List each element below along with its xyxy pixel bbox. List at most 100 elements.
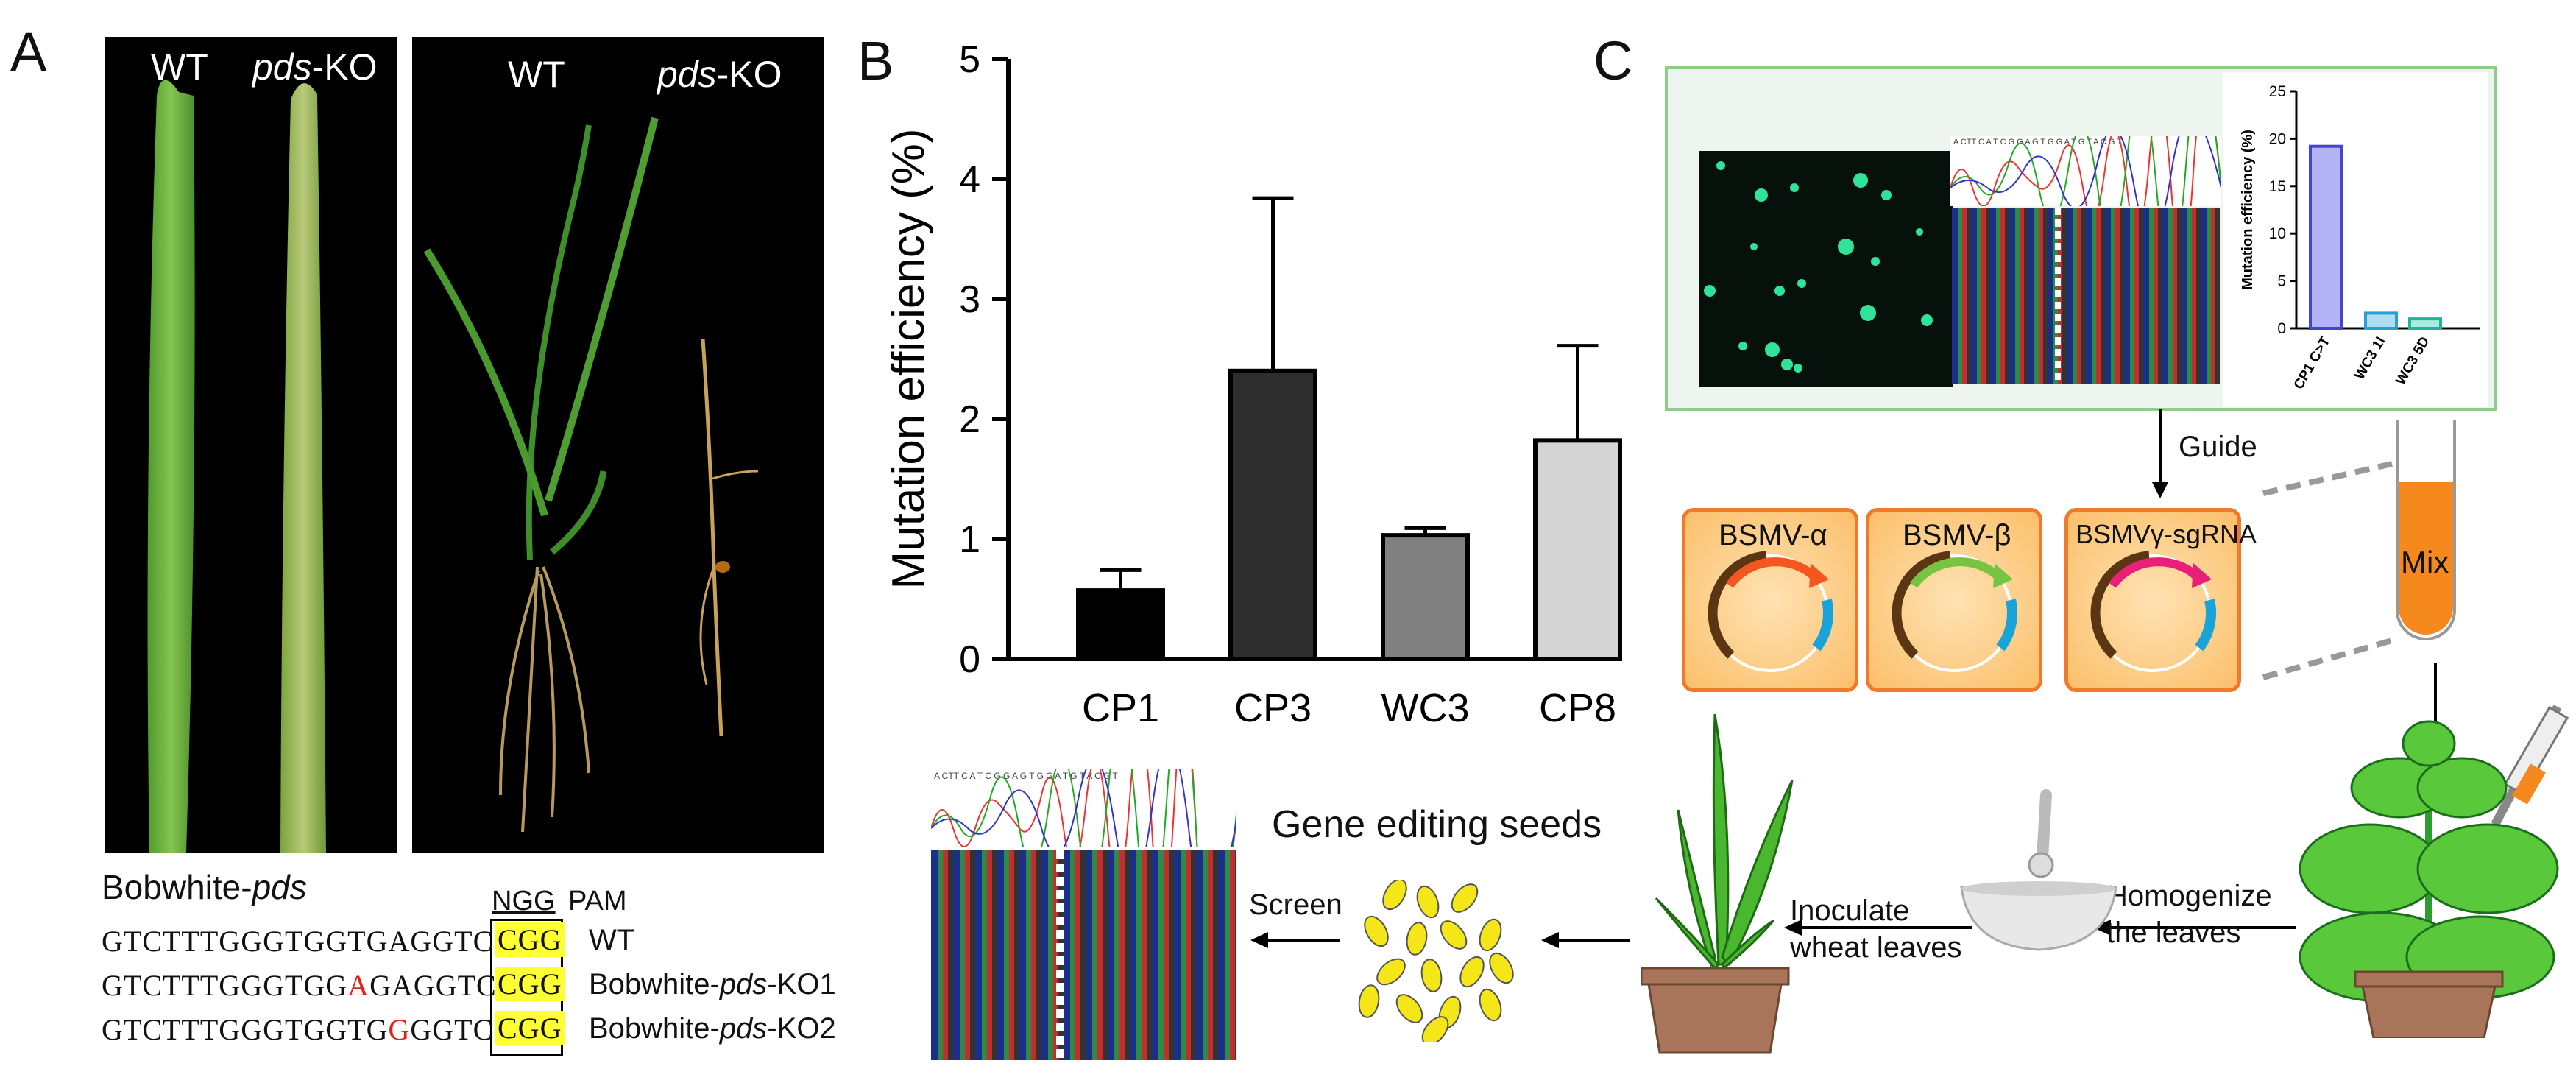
sequence-name-0: WT bbox=[589, 924, 635, 956]
seed bbox=[1364, 915, 1389, 947]
bar-wc3 bbox=[1381, 533, 1470, 661]
seq-title: Bobwhite-pds bbox=[102, 867, 307, 907]
pam-seq-2: CGG bbox=[495, 1011, 565, 1045]
photo2-ko-italic: pds bbox=[657, 54, 717, 95]
photo2-ko-label: pds-KO bbox=[657, 53, 782, 96]
seq-before: GTCTTTGGGTGGTGAGGTC bbox=[102, 925, 494, 958]
x-tick-label: CP8 bbox=[1539, 686, 1616, 730]
seed bbox=[1358, 984, 1380, 1018]
inset-y-tick-label: 15 bbox=[2269, 178, 2286, 195]
x-tick-label: WC3 bbox=[1381, 686, 1470, 730]
seed bbox=[1451, 883, 1479, 913]
seed bbox=[1459, 956, 1485, 988]
wt-leaf bbox=[147, 80, 195, 853]
panel-c-label: C bbox=[1593, 30, 1633, 91]
inset-y-tick-label: 0 bbox=[2277, 320, 2286, 337]
inset-y-axis-label: Mutation efficiency (%) bbox=[2240, 130, 2256, 290]
inoculate-arrow bbox=[1784, 920, 1972, 936]
pam-label: PAM bbox=[568, 886, 627, 917]
plant-pot bbox=[2354, 970, 2504, 1038]
plasmid-0-drawing bbox=[1708, 551, 1833, 672]
inset-y-tick-label: 10 bbox=[2269, 225, 2286, 242]
seed bbox=[1421, 1016, 1449, 1042]
seed bbox=[1479, 918, 1502, 952]
seed bbox=[1395, 994, 1423, 1023]
plasmid-2-drawing bbox=[2090, 551, 2216, 672]
y-tick-label: 0 bbox=[959, 638, 980, 681]
seed bbox=[1376, 958, 1406, 986]
seq-before: GTCTTTGGGTGG bbox=[102, 969, 348, 1002]
homogenize-label-2: the leaves bbox=[2106, 917, 2241, 949]
seeds-label: Gene editing seeds bbox=[1272, 803, 1602, 846]
mutation-efficiency-chart: 0 1 2 3 4 5 Mutation efficiency (%) CP1 CP3 WC3 CP… bbox=[883, 38, 1622, 730]
chromatogram-top-seq: A CTT C A T C G G A G T G G A T G T A C … bbox=[1953, 138, 2123, 147]
y-tick-label: 2 bbox=[959, 398, 980, 441]
leaf-photo-drawing bbox=[147, 80, 326, 853]
inset-y-tick-label: 25 bbox=[2269, 83, 2286, 100]
seq-after: GGTC bbox=[410, 1013, 494, 1046]
seeds-cluster bbox=[1358, 880, 1514, 1042]
photo2-ko-suffix: -KO bbox=[716, 54, 782, 95]
inset-y-tick-label: 5 bbox=[2277, 273, 2286, 290]
photo1-wt-label: WT bbox=[151, 46, 208, 88]
panel-a-label: A bbox=[10, 21, 47, 82]
mix-label: Mix bbox=[2401, 545, 2449, 579]
inset-bar bbox=[2309, 144, 2343, 331]
wheat-pot bbox=[1641, 967, 1790, 1054]
seedling-photo-drawing bbox=[423, 116, 759, 833]
sequence-name-1: Bobwhite-pds-KO1 bbox=[589, 968, 836, 1000]
chromatogram-bottom: A CTT C A T C G G A G T G G A T G T A C … bbox=[931, 769, 1236, 847]
homogenize-arrow bbox=[2093, 920, 2296, 936]
screen-arrow bbox=[1250, 932, 1340, 948]
chromatogram-top-trace bbox=[1950, 136, 2221, 206]
tobacco-plant bbox=[2299, 705, 2569, 1038]
seq-after: GAGGTC bbox=[369, 969, 497, 1002]
seed bbox=[1416, 885, 1440, 919]
seq-title-italic: pds bbox=[252, 868, 307, 906]
syringe-icon bbox=[2491, 705, 2569, 827]
bar-cp1 bbox=[1076, 588, 1165, 662]
photo2-wt-label: WT bbox=[508, 54, 565, 95]
pam-seq-0: CGG bbox=[495, 922, 565, 957]
alignment-bottom-marker bbox=[1056, 850, 1064, 1060]
alignment-top-marker bbox=[2055, 208, 2061, 384]
inset-y-tick-label: 20 bbox=[2269, 130, 2286, 147]
seq-mutation: G bbox=[388, 1013, 411, 1046]
x-tick-label: CP1 bbox=[1082, 686, 1159, 730]
y-tick-label: 4 bbox=[959, 158, 980, 201]
bar-cp3 bbox=[1228, 368, 1317, 661]
wt-seedling bbox=[423, 116, 659, 833]
seq-title-prefix: Bobwhite- bbox=[102, 868, 252, 906]
sequence-name-2: Bobwhite-pds-KO2 bbox=[589, 1012, 836, 1045]
photo1-ko-suffix: -KO bbox=[311, 46, 378, 88]
chromatogram-bottom-trace bbox=[931, 769, 1236, 847]
photo1-ko-italic: pds bbox=[252, 46, 312, 88]
wheat-plant bbox=[1641, 714, 1794, 1054]
mix-connectors bbox=[2262, 461, 2393, 680]
homogenize-label-1: Homogenize bbox=[2106, 880, 2272, 912]
seed bbox=[1382, 880, 1407, 911]
guide-arrow bbox=[2152, 409, 2168, 498]
mix-liquid bbox=[2399, 482, 2453, 635]
sequence-0: GTCTTTGGGTGGTGAGGTC bbox=[102, 924, 493, 959]
alignment-bottom bbox=[931, 850, 1236, 1060]
panel-b-label: B bbox=[857, 30, 894, 91]
plasmid-1-drawing bbox=[1892, 551, 2017, 672]
wheat-to-seeds-arrow bbox=[1541, 932, 1630, 948]
plasmid-card-0: BSMV-α bbox=[1682, 508, 1858, 692]
bar-cp8 bbox=[1533, 438, 1622, 662]
ngg-label: NGG bbox=[492, 886, 556, 917]
seq-mutation: A bbox=[347, 969, 370, 1002]
fluorescence-image bbox=[1699, 151, 1953, 387]
seed bbox=[1440, 920, 1468, 950]
leaf-photo bbox=[105, 37, 397, 853]
y-tick-label: 3 bbox=[959, 278, 980, 321]
screen-label: Screen bbox=[1249, 889, 1342, 921]
inset-bar bbox=[2364, 311, 2398, 330]
plasmid-card-1: BSMV-β bbox=[1866, 508, 2042, 692]
inoculate-label-2: wheat leaves bbox=[1790, 931, 1962, 964]
chromatogram-top: A CTT C A T C G G A G T G G A T G T A C … bbox=[1950, 136, 2221, 206]
y-tick-label: 1 bbox=[959, 518, 980, 561]
photo1-ko-label: pds-KO bbox=[252, 46, 378, 88]
